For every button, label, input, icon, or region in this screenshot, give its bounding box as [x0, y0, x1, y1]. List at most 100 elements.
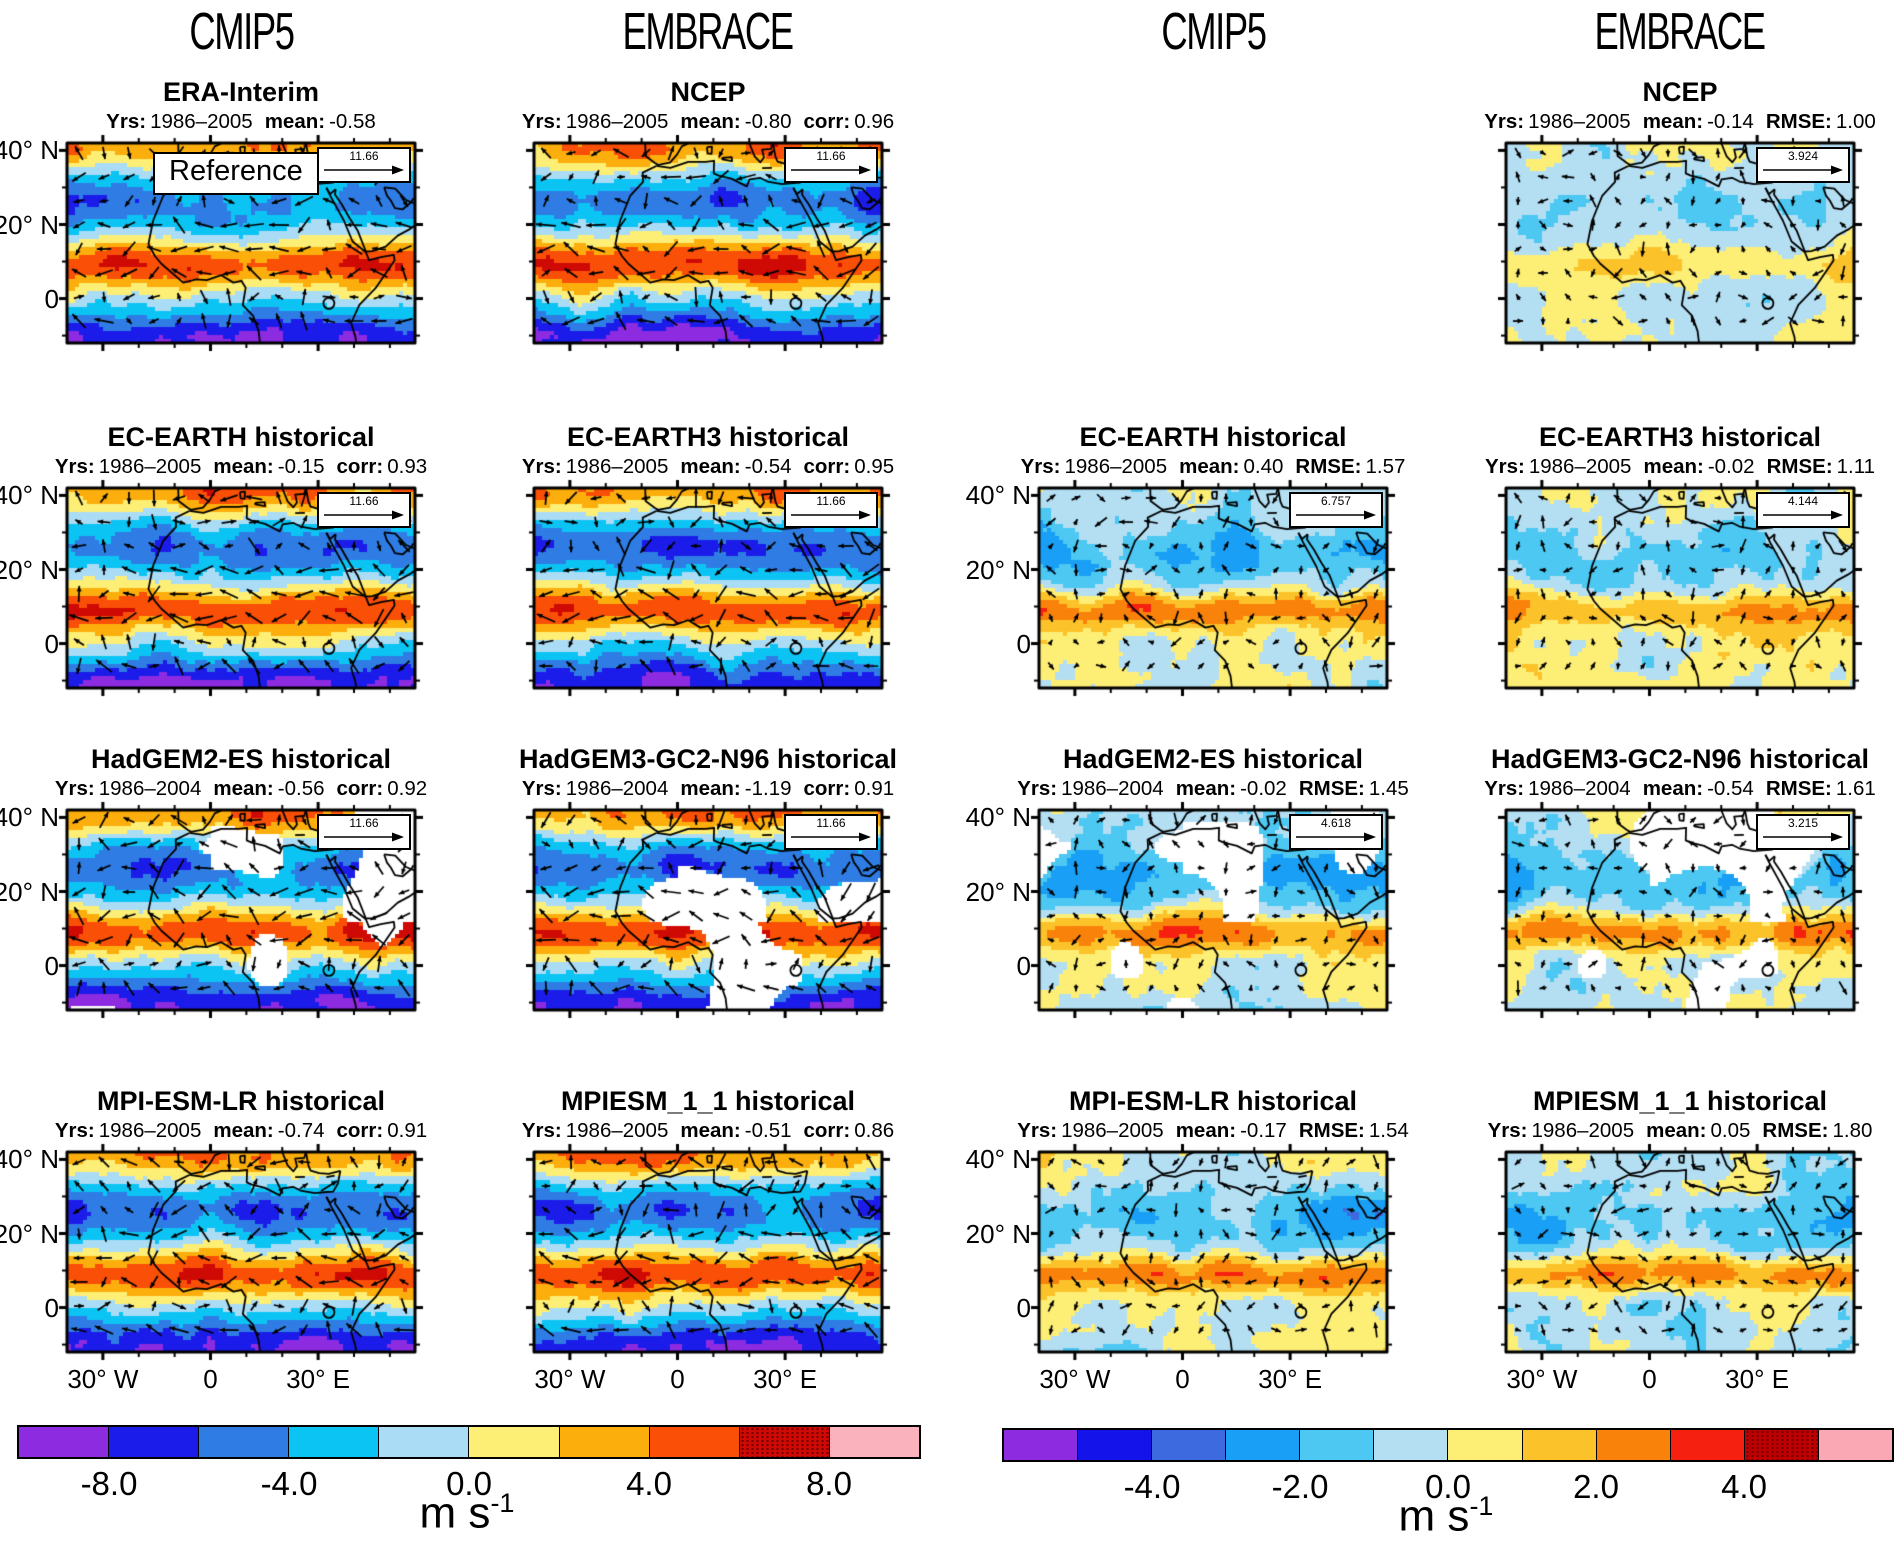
stat-metric-value: 0.91: [387, 1119, 428, 1142]
stat-mean-label: mean:: [1179, 455, 1240, 478]
colorbar-segment: [1521, 1430, 1596, 1460]
vector-key-value: 11.66: [349, 816, 379, 830]
colorbar-tick-label: -4.0: [1123, 1468, 1181, 1505]
y-axis-tick-label: 40° N: [965, 480, 1031, 510]
stat-years-label: Yrs:: [1017, 1119, 1058, 1142]
panel-title: NCEP: [670, 77, 746, 107]
y-axis-tick-label: 0: [44, 628, 59, 659]
stat-mean-value: -0.17: [1240, 1119, 1287, 1142]
stat-mean-value: -0.02: [1240, 777, 1287, 800]
vector-key-arrow-icon: [1763, 832, 1843, 842]
stat-metric-value: 1.11: [1836, 455, 1876, 478]
stat-metric-label: RMSE:: [1765, 777, 1832, 800]
stat-mean-value: -0.58: [329, 110, 376, 133]
map-panel: NCEP Yrs: 1986–2005 mean: -0.14 RMSE: 1.00 3.92…: [1484, 77, 1876, 353]
stat-metric-value: 1.61: [1835, 777, 1876, 800]
x-axis-tick-label: 30° W: [534, 1364, 606, 1394]
colorbar-segment: [378, 1427, 469, 1457]
y-axis-tick-label: 20° N: [0, 1218, 59, 1249]
panel-title: HadGEM3-GC2-N96 historical: [518, 744, 898, 774]
stat-mean-label: mean:: [213, 455, 274, 478]
vector-key-arrow-icon: [791, 510, 871, 520]
map-panel: EC-EARTH historical Yrs: 1986–2005 mean: -0.…: [0, 422, 427, 698]
vector-key-value: 11.66: [816, 149, 846, 163]
y-axis-tick-label: 0: [44, 950, 59, 981]
x-axis-tick-label: 30° E: [286, 1364, 351, 1394]
stat-metric-label: corr:: [803, 1119, 851, 1142]
stat-metric-value: 0.93: [387, 455, 428, 478]
stat-mean-value: -0.56: [277, 777, 325, 800]
stat-metric-label: corr:: [803, 777, 851, 800]
stat-years-value: 1986–2004: [1061, 777, 1164, 800]
stat-years-label: Yrs:: [1484, 455, 1525, 478]
stat-years-label: Yrs:: [54, 455, 95, 478]
stat-metric-value: 0.95: [854, 455, 895, 478]
panel-stats: Yrs: 1986–2005 mean: -0.80 corr: 0.96: [454, 110, 962, 134]
y-axis-tick-label: 40° N: [0, 1144, 59, 1174]
stat-mean-label: mean:: [680, 455, 741, 478]
map-panel: MPI-ESM-LR historical Yrs: 1986–2005 mean: -…: [966, 1086, 1409, 1394]
panel-title: HadGEM2-ES historical: [90, 744, 392, 774]
stat-mean-label: mean:: [213, 777, 274, 800]
panel-title: NCEP: [1642, 77, 1718, 107]
panel-title: EC-EARTH historical: [1079, 422, 1347, 452]
y-axis-tick-label: 20° N: [965, 554, 1031, 585]
stat-metric-label: corr:: [803, 455, 851, 478]
vector-key: 3.924: [1756, 147, 1850, 183]
panel-stats: Yrs: 1986–2005 mean: -0.14 RMSE: 1.00: [1426, 110, 1894, 134]
stat-years-label: Yrs:: [1017, 777, 1058, 800]
stat-metric-value: 0.91: [854, 777, 895, 800]
stat-metric-value: 1.57: [1365, 455, 1406, 478]
colorbar-segment: [1669, 1430, 1744, 1460]
stat-years-value: 1986–2005: [1528, 455, 1632, 478]
stat-mean-label: mean:: [680, 110, 741, 133]
vector-key-arrow-icon: [1296, 832, 1376, 842]
stat-metric-value: 1.54: [1368, 1119, 1409, 1142]
stat-metric-value: 1.80: [1832, 1119, 1873, 1142]
y-axis-tick-label: 40° N: [965, 802, 1031, 832]
stat-years-label: Yrs:: [1484, 110, 1525, 133]
colorbar-segment: [1151, 1430, 1226, 1460]
map-canvas: [57, 1142, 425, 1362]
map-panel: MPIESM_1_1 historical Yrs: 1986–2005 mean: -…: [522, 1086, 894, 1394]
colorbar-left: -8.0 -4.0 0.0 4.0 8.0: [17, 1425, 921, 1502]
x-axis-tick-label: 30° W: [1039, 1364, 1111, 1394]
colorbar-unit-label: m s-1: [420, 1488, 515, 1539]
y-axis-tick-label: 20° N: [0, 554, 59, 585]
colorbar-segment: [738, 1427, 829, 1457]
stat-years-label: Yrs:: [54, 777, 95, 800]
colorbar-segment: [1595, 1430, 1670, 1460]
stat-mean-value: 0.40: [1243, 455, 1284, 478]
map-canvas: [1029, 1142, 1397, 1362]
stat-years-label: Yrs:: [106, 110, 147, 133]
stat-metric-label: RMSE:: [1298, 777, 1365, 800]
stat-years-value: 1986–2004: [98, 777, 202, 800]
vector-key-value: 4.618: [1320, 816, 1352, 830]
colorbar-tick-label: 4.0: [1721, 1468, 1767, 1505]
stat-years-label: Yrs:: [1484, 777, 1525, 800]
stat-years-value: 1986–2005: [1061, 1119, 1164, 1142]
stat-years-value: 1986–2004: [565, 777, 669, 800]
colorbar-tick-label: -8.0: [80, 1465, 138, 1502]
column-header: EMBRACE: [1506, 2, 1854, 62]
vector-key-value: 3.215: [1787, 816, 1819, 830]
x-axis-tick-label: 30° E: [1258, 1364, 1323, 1394]
stat-metric-label: RMSE:: [1298, 1119, 1365, 1142]
stat-metric-value: 1.45: [1368, 777, 1409, 800]
vector-key-arrow-icon: [324, 510, 404, 520]
stat-mean-label: mean:: [1175, 1119, 1237, 1142]
stat-metric-value: 0.86: [854, 1119, 895, 1142]
vector-key-value: 3.924: [1787, 149, 1819, 163]
column-header-label: EMBRACE: [622, 3, 795, 61]
map-panel: EC-EARTH3 historical Yrs: 1986–2005 mean: -0…: [1485, 422, 1875, 698]
column-header-label: EMBRACE: [1594, 3, 1767, 61]
stat-mean-value: -0.15: [277, 455, 325, 478]
stat-years-value: 1986–2004: [1528, 777, 1631, 800]
panel-stats: Yrs: 1986–2004 mean: -0.02 RMSE: 1.45: [959, 777, 1467, 801]
panel-title: MPIESM_1_1 historical: [560, 1086, 856, 1116]
stat-mean-label: mean:: [680, 777, 741, 800]
panel-stats: Yrs: 1986–2005 mean: 0.40 RMSE: 1.57: [959, 455, 1467, 479]
map-panel: HadGEM2-ES historical Yrs: 1986–2004 mean: -…: [0, 744, 427, 1020]
stat-years-value: 1986–2005: [1531, 1119, 1635, 1142]
panel-title: EC-EARTH historical: [107, 422, 375, 452]
